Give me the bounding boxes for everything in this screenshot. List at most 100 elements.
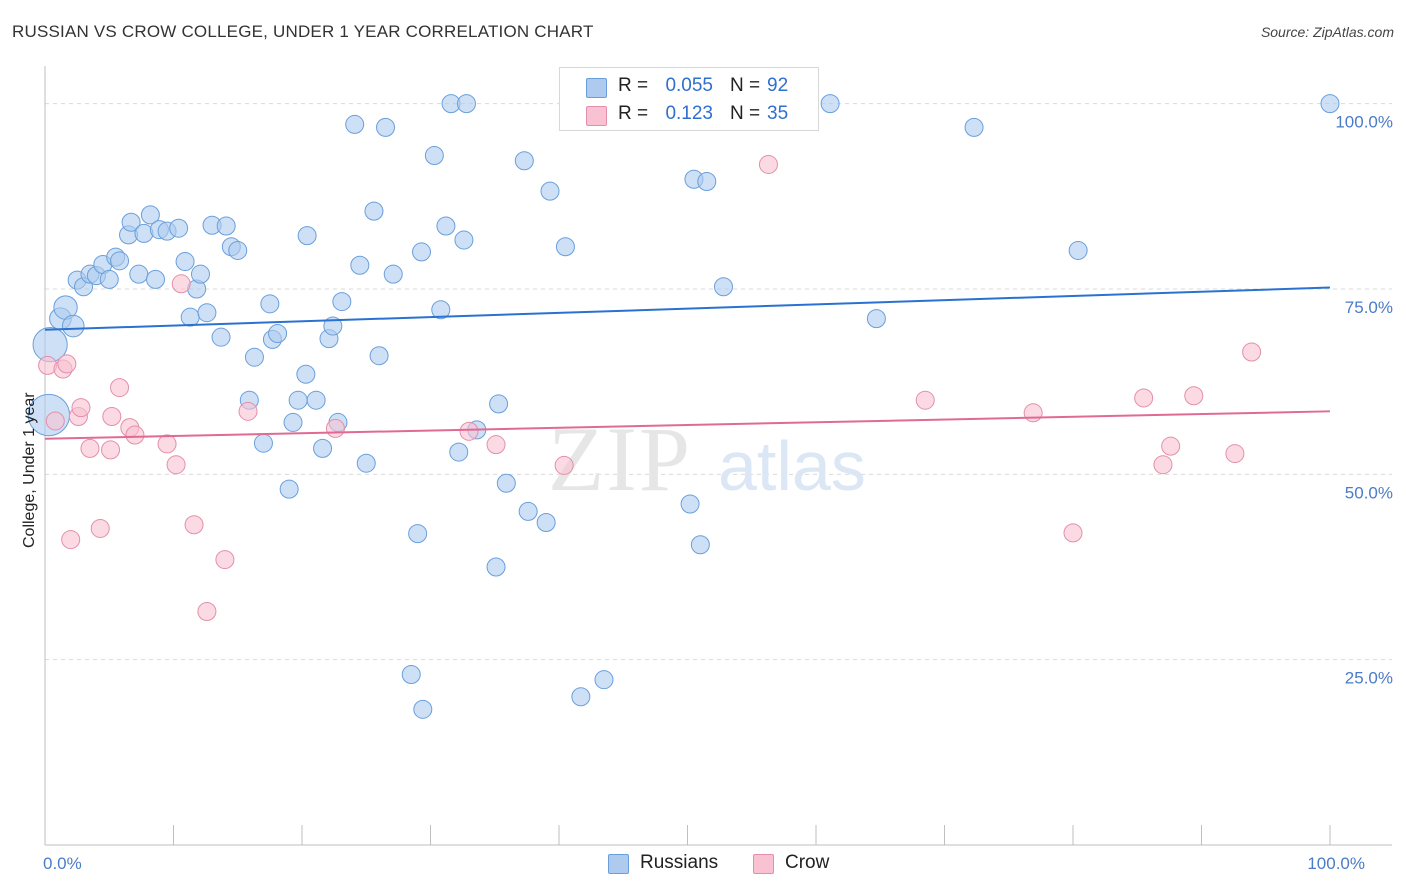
point-russians[interactable] [190,264,210,284]
point-russians[interactable] [211,327,231,347]
point-crow[interactable] [1134,388,1154,408]
point-russians[interactable] [279,479,299,499]
point-russians[interactable] [697,171,717,191]
point-russians[interactable] [424,146,444,166]
point-russians[interactable] [413,699,433,719]
point-russians[interactable] [110,251,130,271]
point-russians[interactable] [268,323,288,343]
point-russians[interactable] [401,664,421,684]
point-crow[interactable] [197,601,217,621]
point-crow[interactable] [110,378,130,398]
point-russians[interactable] [61,314,85,338]
point-crow[interactable] [486,435,506,455]
point-crow[interactable] [459,421,479,441]
point-russians[interactable] [244,347,264,367]
point-russians[interactable] [121,212,141,232]
point-russians[interactable] [454,230,474,250]
point-russians[interactable] [180,307,200,327]
point-crow[interactable] [1161,436,1181,456]
series-legend-russians[interactable]: Russians [640,852,719,873]
point-russians[interactable] [364,201,384,221]
point-crow[interactable] [184,515,204,535]
point-russians[interactable] [866,309,886,329]
point-russians[interactable] [514,151,534,171]
point-russians[interactable] [288,390,308,410]
point-russians[interactable] [540,181,560,201]
point-crow[interactable] [1023,403,1043,423]
point-russians[interactable] [146,269,166,289]
point-crow[interactable] [1225,444,1245,464]
point-crow[interactable] [215,550,235,570]
point-russians[interactable] [436,216,456,236]
point-russians[interactable] [496,473,516,493]
point-russians[interactable] [518,501,538,521]
point-crow[interactable] [1153,455,1173,475]
point-russians[interactable] [964,117,984,137]
point-russians[interactable] [228,240,248,260]
point-russians[interactable] [99,269,119,289]
point-russians[interactable] [594,670,614,690]
point-russians[interactable] [412,242,432,262]
point-russians[interactable] [449,442,469,462]
point-russians[interactable] [713,277,733,297]
point-russians[interactable] [1320,94,1340,114]
point-crow[interactable] [1184,386,1204,406]
point-crow[interactable] [1063,523,1083,543]
point-russians[interactable] [489,394,509,414]
point-russians[interactable] [350,255,370,275]
point-russians[interactable] [1068,240,1088,260]
point-crow[interactable] [61,530,81,550]
point-russians[interactable] [175,252,195,272]
point-russians[interactable] [140,205,160,225]
point-russians[interactable] [680,494,700,514]
point-crow[interactable] [125,425,145,445]
point-crow[interactable] [57,354,77,374]
point-russians[interactable] [820,94,840,114]
point-crow[interactable] [90,518,110,538]
point-crow[interactable] [45,411,65,431]
point-russians[interactable] [555,237,575,257]
point-russians[interactable] [431,300,451,320]
series-legend-crow[interactable]: Crow [785,852,830,873]
point-crow[interactable] [80,438,100,458]
point-russians[interactable] [296,364,316,384]
point-russians[interactable] [332,292,352,312]
point-russians[interactable] [197,303,217,323]
point-crow[interactable] [238,401,258,421]
point-crow[interactable] [758,154,778,174]
point-russians[interactable] [216,216,236,236]
point-crow[interactable] [171,274,191,294]
point-crow[interactable] [102,407,122,427]
point-crow[interactable] [915,390,935,410]
point-russians[interactable] [486,557,506,577]
point-russians[interactable] [456,94,476,114]
point-crow[interactable] [1242,342,1262,362]
point-crow[interactable] [325,418,345,438]
point-russians[interactable] [383,264,403,284]
point-russians[interactable] [169,218,189,238]
point-crow[interactable] [101,440,121,460]
point-russians[interactable] [283,412,303,432]
point-russians[interactable] [345,114,365,134]
point-russians[interactable] [306,390,326,410]
point-russians[interactable] [129,264,149,284]
chart-title: RUSSIAN VS CROW COLLEGE, UNDER 1 YEAR CO… [12,22,594,41]
point-russians[interactable] [369,346,389,366]
point-crow[interactable] [157,434,177,454]
point-russians[interactable] [313,438,333,458]
point-russians[interactable] [253,433,273,453]
y-tick-label: 25.0% [1345,669,1393,688]
point-crow[interactable] [554,455,574,475]
point-crow[interactable] [71,398,91,418]
point-russians[interactable] [323,316,343,336]
point-russians[interactable] [571,687,591,707]
point-russians[interactable] [297,226,317,246]
point-russians[interactable] [536,513,556,533]
point-crow[interactable] [166,455,186,475]
point-russians[interactable] [690,535,710,555]
point-russians[interactable] [376,117,396,137]
point-russians[interactable] [408,524,428,544]
point-russians[interactable] [260,294,280,314]
point-russians[interactable] [356,453,376,473]
legend-r-value: 0.123 [665,103,713,124]
